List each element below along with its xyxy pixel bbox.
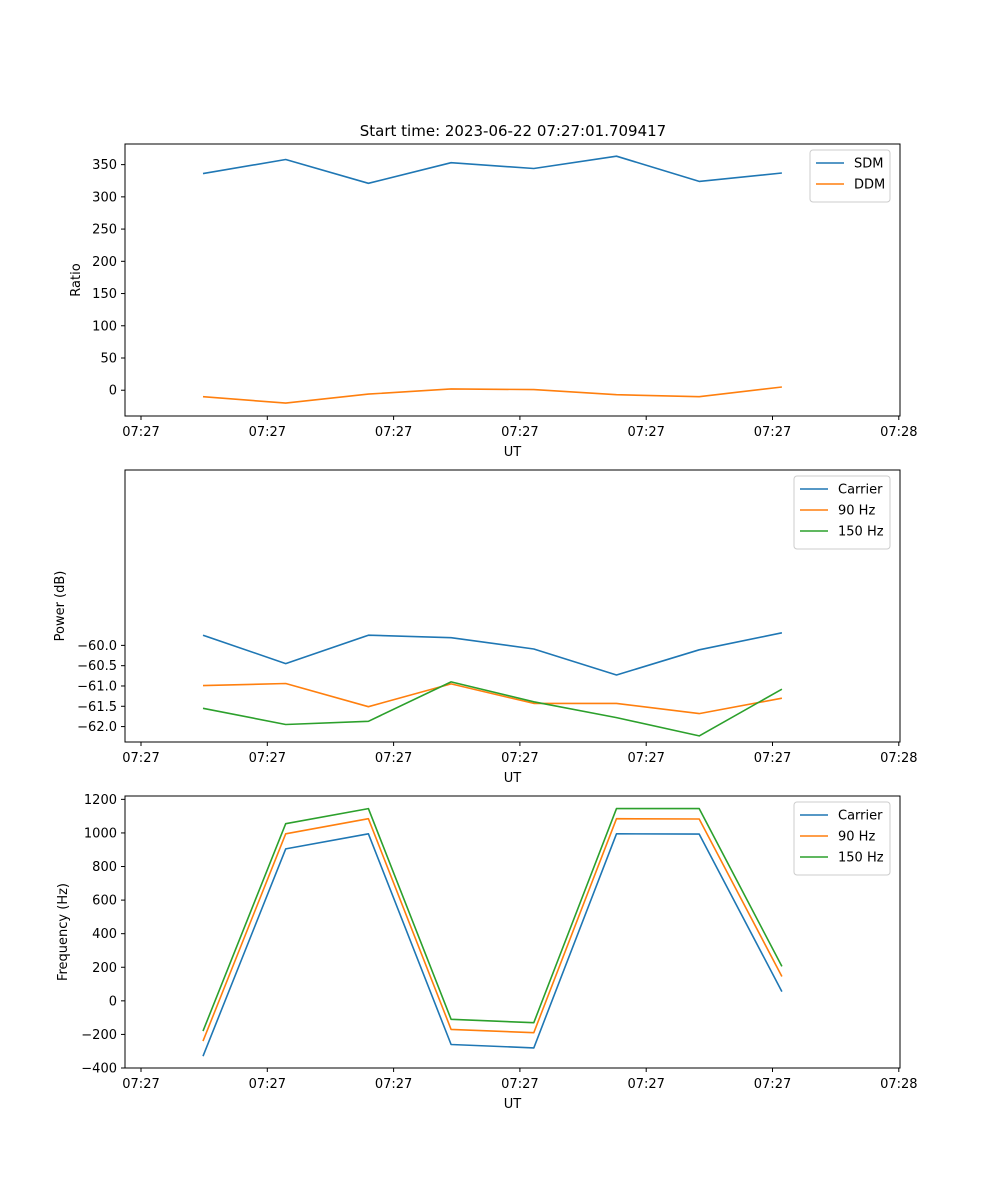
- x-tick-label: 07:27: [627, 425, 664, 440]
- axes-frame: [124, 795, 901, 1069]
- x-axis-label: UT: [504, 1097, 522, 1112]
- subplot-1: 07:27 07:27 07:27 07:27 07:27 07:27 07:28 UT 0 50…: [69, 143, 918, 460]
- legend: Carrier 90 Hz 150 Hz: [793, 475, 891, 550]
- x-tick-label: 07:27: [375, 425, 412, 440]
- y-tick-label: 1200: [84, 793, 117, 808]
- x-tick-label: 07:27: [249, 425, 286, 440]
- subplot-2: 07:27 07:27 07:27 07:27 07:27 07:27 07:28 UT −62…: [53, 469, 918, 786]
- y-tick-label: −61.0: [77, 679, 117, 694]
- legend-label: 90 Hz: [838, 830, 875, 845]
- x-tick-label: 07:27: [754, 751, 791, 766]
- x-tick-label: 07:28: [880, 1077, 917, 1092]
- x-tick-label: 07:27: [375, 751, 412, 766]
- y-tick-label: 0: [109, 384, 117, 399]
- y-tick-label: 200: [92, 255, 117, 270]
- y-tick-label: 150: [92, 287, 117, 302]
- x-tick-label: 07:27: [249, 1077, 286, 1092]
- legend-label: 150 Hz: [838, 525, 884, 540]
- y-tick-label: 800: [92, 860, 117, 875]
- x-tick-label: 07:27: [501, 1077, 538, 1092]
- y-tick-label: 600: [92, 894, 117, 909]
- y-tick-label: 1000: [84, 826, 117, 841]
- y-tick-label: 250: [92, 223, 117, 238]
- legend-label: Carrier: [838, 483, 883, 498]
- figure-title: Start time: 2023-06-22 07:27:01.709417: [360, 122, 666, 140]
- legend-label: Carrier: [838, 809, 883, 824]
- legend-label: SDM: [854, 157, 883, 172]
- legend: Carrier 90 Hz 150 Hz: [793, 801, 891, 876]
- plot-area: 07:27 07:27 07:27 07:27 07:27 07:27 07:28 UT 0 50…: [53, 143, 918, 1112]
- y-tick-label: 350: [92, 158, 117, 173]
- axes-frame: [124, 469, 901, 743]
- x-tick-label: 07:28: [880, 751, 917, 766]
- y-tick-label: −200: [81, 1028, 117, 1043]
- legend-label: 150 Hz: [838, 851, 884, 866]
- legend-label: 90 Hz: [838, 504, 875, 519]
- x-tick-label: 07:27: [627, 751, 664, 766]
- x-axis-label: UT: [504, 771, 522, 786]
- x-tick-label: 07:27: [627, 1077, 664, 1092]
- series-line-sdm: [202, 155, 782, 185]
- y-axis-label: Frequency (Hz): [56, 883, 71, 981]
- x-tick-label: 07:27: [122, 425, 159, 440]
- y-tick-label: −60.0: [77, 639, 117, 654]
- subplot-3: 07:27 07:27 07:27 07:27 07:27 07:27 07:28 UT −40…: [56, 793, 918, 1112]
- axes-frame: [124, 143, 901, 417]
- x-tick-label: 07:28: [880, 425, 917, 440]
- series-line-90-hz: [202, 817, 783, 1042]
- y-axis-label: Power (dB): [53, 571, 68, 642]
- x-tick-label: 07:27: [754, 1077, 791, 1092]
- series-line-ddm: [202, 386, 782, 404]
- x-axis-label: UT: [504, 445, 522, 460]
- x-tick-label: 07:27: [754, 425, 791, 440]
- x-tick-label: 07:27: [249, 751, 286, 766]
- x-tick-label: 07:27: [501, 751, 538, 766]
- x-tick-label: 07:27: [501, 425, 538, 440]
- y-tick-label: −400: [81, 1062, 117, 1077]
- legend: SDM DDM: [809, 149, 891, 203]
- series-line-carrier: [202, 832, 783, 1057]
- y-tick-label: −62.0: [77, 720, 117, 735]
- y-tick-label: 200: [92, 961, 117, 976]
- legend-label: DDM: [854, 178, 885, 193]
- y-tick-label: 400: [92, 927, 117, 942]
- y-tick-label: 50: [100, 351, 117, 366]
- x-tick-label: 07:27: [122, 751, 159, 766]
- y-tick-label: −61.5: [77, 700, 117, 715]
- y-tick-label: 0: [109, 994, 117, 1009]
- series-line-150-hz: [202, 807, 783, 1032]
- y-tick-label: −60.5: [77, 659, 117, 674]
- x-tick-label: 07:27: [375, 1077, 412, 1092]
- y-tick-label: 300: [92, 190, 117, 205]
- y-tick-label: 100: [92, 319, 117, 334]
- y-axis-label: Ratio: [69, 263, 84, 296]
- series-line-150-hz: [202, 681, 783, 737]
- series-line-carrier: [202, 632, 783, 676]
- x-tick-label: 07:27: [122, 1077, 159, 1092]
- series-line-90-hz: [202, 682, 783, 715]
